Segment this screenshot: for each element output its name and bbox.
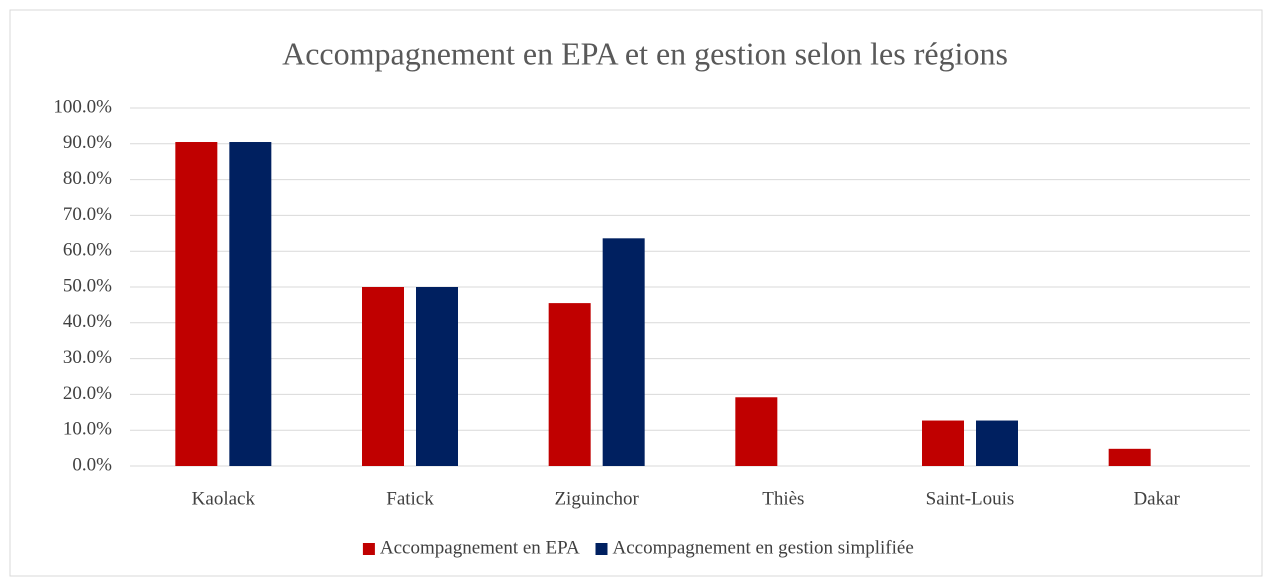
y-tick-label: 70.0% (63, 204, 112, 225)
y-tick-label: 100.0% (53, 96, 112, 117)
y-tick-label: 80.0% (63, 168, 112, 189)
bar (416, 287, 458, 466)
x-tick-label: Thiès (762, 488, 804, 509)
legend-swatch (595, 543, 608, 555)
bar (229, 142, 272, 466)
legend-label: Accompagnement en EPA (380, 537, 580, 558)
x-tick-label: Ziguinchor (554, 488, 639, 509)
y-tick-label: 20.0% (63, 383, 112, 404)
legend-label: Accompagnement en gestion simplifiée (613, 537, 914, 558)
y-tick-label: 60.0% (63, 240, 112, 261)
bar (602, 238, 645, 466)
x-tick-label: Saint-Louis (926, 488, 1015, 509)
y-tick-label: 90.0% (63, 132, 112, 153)
legend-swatch (362, 543, 375, 555)
chart-title: Accompagnement en EPA et en gestion selo… (282, 35, 1008, 71)
y-tick-label: 50.0% (63, 275, 112, 296)
y-tick-label: 0.0% (72, 454, 112, 475)
bar (548, 303, 591, 466)
x-tick-label: Fatick (386, 488, 434, 509)
x-tick-label: Dakar (1133, 488, 1180, 509)
x-tick-label: Kaolack (192, 488, 256, 509)
bar (175, 142, 218, 466)
y-tick-label: 40.0% (63, 311, 112, 332)
bar (1108, 448, 1151, 466)
bar (976, 420, 1018, 466)
bar (922, 420, 964, 466)
y-tick-label: 10.0% (63, 419, 112, 440)
bar (735, 397, 778, 466)
bar (362, 287, 404, 466)
y-tick-label: 30.0% (63, 347, 112, 368)
